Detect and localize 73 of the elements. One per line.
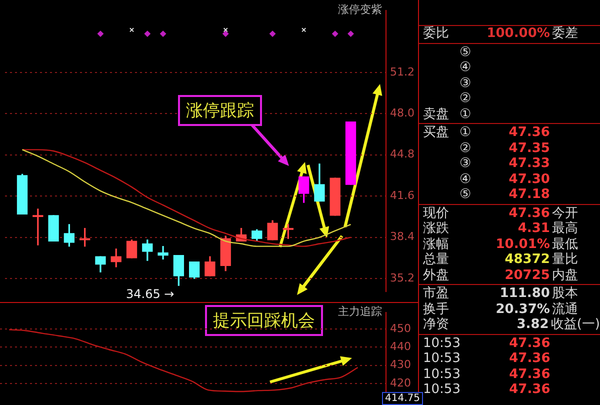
text: 市盈 [423,286,449,301]
y-tick-label: 51.2 [390,65,414,78]
text: 10:53 [423,351,460,366]
text: 量比 [552,252,578,267]
text: ③ [460,76,472,90]
text: 20725 [504,268,550,282]
text: ④ [460,172,472,186]
text: 内盘 [552,268,578,282]
text: 外盘 [423,268,449,282]
y-tick-label: 48.0 [390,106,414,120]
text: 47.36 [509,366,550,382]
text: 48372 [504,252,550,267]
text: 委差 [552,26,578,41]
candlestick [345,122,356,185]
text: 20.37% [496,302,550,316]
text: 换手 [423,302,449,316]
text: 委比 [423,26,449,41]
text: 10:53 [423,336,460,350]
text: 47.30 [508,172,550,186]
text: 涨跌 [423,221,449,236]
chart-title: 主力追踪 [338,304,382,319]
text: 47.33 [508,156,550,171]
text: 47.36 [508,206,550,220]
text: 100.00% [486,26,550,41]
chart-title: 涨停变紫 [338,2,382,17]
y-tick-label: 44.8 [390,148,414,161]
candlestick [48,215,59,242]
text: 流通 [552,302,578,316]
text: ② [460,140,472,156]
text: 10:53 [423,382,460,397]
y-tick-label: 440 [390,340,411,353]
y-tick-label: 41.6 [390,188,414,202]
line-series [8,329,358,392]
y-tick-label: 38.4 [390,230,414,244]
line-series [22,149,352,247]
text: 收益(一) [550,317,600,332]
annotation: 414.75 [382,392,423,405]
text: ③ [460,156,472,171]
y-tick-label: 420 [390,376,411,390]
text: 买盘 [423,125,449,140]
y-tick-label: 450 [390,322,411,335]
text: 今开 [552,206,578,220]
text: 47.35 [508,140,550,156]
text: 10.01% [496,236,550,252]
text: 3.82 [516,317,549,332]
text: 涨幅 [423,236,449,252]
annotation: 涨停跟踪 [178,95,262,126]
text: 最高 [552,221,578,236]
text: ⑤ [460,187,472,202]
text: ⑤ [460,44,472,60]
text: 股本 [552,286,578,301]
text: 111.80 [500,286,550,301]
text: ② [460,91,472,106]
text: ① [460,125,472,140]
text: 现价 [423,206,449,220]
text: ① [460,106,472,122]
annotation: 34.65 → [126,287,174,301]
text: 总量 [423,252,449,267]
text: 净资 [423,317,449,332]
y-tick-label: 35.2 [390,271,414,284]
text: 10:53 [423,366,460,382]
annotation: 提示回踩机会 [205,305,323,336]
text: 47.36 [509,336,550,350]
y-tick-label: 430 [390,358,411,372]
text: ④ [460,60,472,75]
text: 47.36 [508,125,550,140]
text: 47.36 [509,382,550,397]
text: 47.18 [508,187,550,202]
text: 4.31 [518,221,550,236]
text: 最低 [552,236,578,252]
text: 卖盘 [423,106,449,122]
candlestick [330,178,340,216]
text: 47.36 [509,351,550,366]
